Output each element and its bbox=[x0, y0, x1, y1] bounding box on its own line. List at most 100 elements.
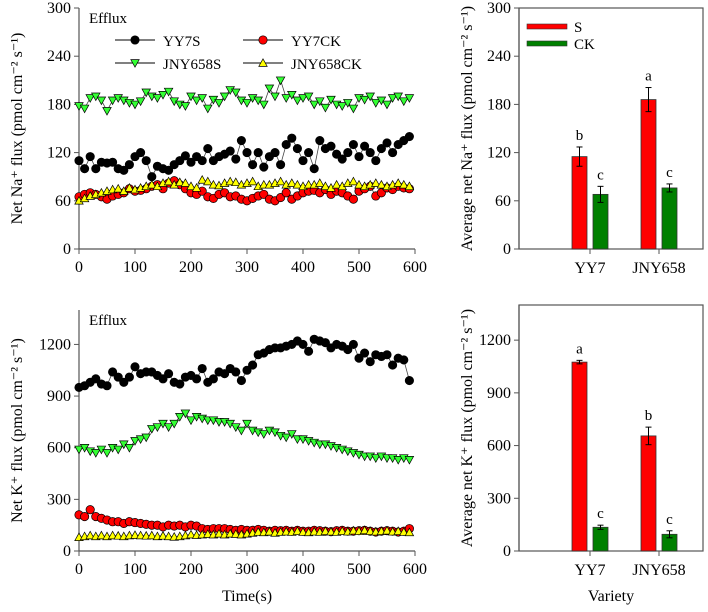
data-point bbox=[164, 369, 174, 379]
data-point bbox=[130, 437, 140, 446]
data-point bbox=[393, 178, 403, 187]
data-point bbox=[236, 376, 246, 386]
data-point bbox=[320, 338, 330, 348]
data-point bbox=[292, 526, 303, 535]
data-point bbox=[348, 176, 359, 186]
data-point bbox=[242, 148, 252, 158]
data-point bbox=[186, 529, 196, 539]
data-point bbox=[360, 141, 370, 151]
data-point bbox=[236, 136, 246, 146]
data-point bbox=[79, 104, 90, 114]
y-tick-label: 300 bbox=[487, 490, 511, 507]
data-point bbox=[113, 372, 123, 382]
y-tick-label: 600 bbox=[487, 438, 511, 455]
series-JNY658S bbox=[74, 409, 415, 465]
data-point bbox=[399, 527, 409, 536]
data-point bbox=[135, 530, 146, 540]
legend-label: YY7CK bbox=[291, 34, 341, 50]
data-point bbox=[231, 88, 241, 98]
data-point bbox=[108, 157, 118, 167]
x-tick-label: 300 bbox=[235, 561, 259, 578]
data-point bbox=[298, 339, 308, 349]
data-point bbox=[259, 100, 269, 110]
data-point bbox=[376, 144, 386, 154]
data-point bbox=[124, 372, 134, 382]
x-tick-label: 300 bbox=[235, 259, 259, 276]
data-point bbox=[163, 423, 174, 432]
data-point bbox=[135, 435, 146, 445]
data-point bbox=[320, 526, 331, 535]
data-point bbox=[141, 156, 151, 166]
data-point bbox=[136, 148, 146, 158]
data-point bbox=[354, 152, 364, 162]
data-point bbox=[119, 377, 129, 387]
bar-CK-YY7 bbox=[592, 526, 609, 552]
data-point bbox=[365, 148, 375, 158]
y-tick-label: 180 bbox=[487, 96, 511, 113]
data-point bbox=[85, 530, 95, 540]
y-tick-label: 180 bbox=[47, 96, 71, 113]
y-tick-label: 120 bbox=[47, 145, 71, 162]
legend-swatch bbox=[526, 23, 568, 30]
data-point bbox=[208, 374, 218, 384]
y-tick-label: 60 bbox=[55, 193, 71, 210]
legend-label: JNY658S bbox=[163, 57, 221, 73]
y-axis-label: Average net Na⁺ flux (pmol cm⁻² s⁻¹) bbox=[459, 6, 476, 251]
data-point bbox=[393, 526, 403, 535]
data-point bbox=[220, 369, 230, 379]
data-point bbox=[102, 449, 112, 458]
data-point bbox=[399, 97, 409, 107]
data-point bbox=[107, 96, 118, 106]
y-tick-label: 60 bbox=[495, 193, 511, 210]
y-tick-label: 600 bbox=[47, 440, 71, 457]
bar-CK-JNY658 bbox=[661, 187, 678, 250]
data-point bbox=[197, 94, 207, 103]
data-point bbox=[270, 148, 280, 158]
data-point bbox=[259, 430, 269, 439]
y-tick-label: 0 bbox=[63, 241, 71, 258]
data-point bbox=[315, 97, 325, 107]
y-tick-label: 0 bbox=[503, 543, 511, 560]
data-point bbox=[382, 525, 392, 535]
data-point bbox=[192, 374, 202, 384]
data-point bbox=[214, 528, 224, 538]
y-tick-label: 0 bbox=[503, 241, 511, 258]
data-point bbox=[281, 140, 291, 150]
x-tick-label: 200 bbox=[179, 561, 203, 578]
data-point bbox=[197, 156, 207, 166]
data-point bbox=[382, 138, 392, 148]
data-point bbox=[191, 183, 202, 192]
data-point bbox=[186, 181, 196, 191]
data-point bbox=[348, 104, 359, 114]
data-point bbox=[343, 345, 353, 355]
data-point bbox=[281, 188, 291, 198]
data-point bbox=[253, 148, 263, 158]
data-point bbox=[74, 156, 84, 166]
data-point bbox=[141, 433, 151, 443]
series-JNY658S bbox=[74, 76, 415, 116]
y-tick-label: 0 bbox=[63, 543, 71, 560]
significance-letter: b bbox=[645, 408, 653, 424]
series-JNY658CK bbox=[74, 174, 415, 205]
series-YY7S bbox=[74, 334, 414, 393]
data-point bbox=[158, 91, 168, 100]
x-tick-label: 500 bbox=[347, 561, 371, 578]
data-point bbox=[348, 194, 358, 204]
data-point bbox=[130, 362, 140, 372]
x-tick-label: JNY658 bbox=[632, 562, 685, 579]
data-point bbox=[264, 84, 275, 94]
plot-frame bbox=[518, 7, 704, 250]
x-axis-label: Time(s) bbox=[222, 588, 272, 605]
legend: SCK bbox=[526, 20, 595, 53]
data-point bbox=[365, 92, 375, 102]
data-point bbox=[281, 526, 291, 536]
data-point bbox=[354, 353, 364, 363]
data-point bbox=[231, 154, 241, 164]
significance-letter: c bbox=[597, 167, 604, 183]
data-point bbox=[275, 76, 286, 86]
data-point bbox=[242, 99, 252, 108]
data-point bbox=[404, 181, 415, 191]
data-point bbox=[371, 454, 381, 463]
data-point bbox=[96, 96, 107, 106]
series-YY7S bbox=[74, 131, 414, 182]
